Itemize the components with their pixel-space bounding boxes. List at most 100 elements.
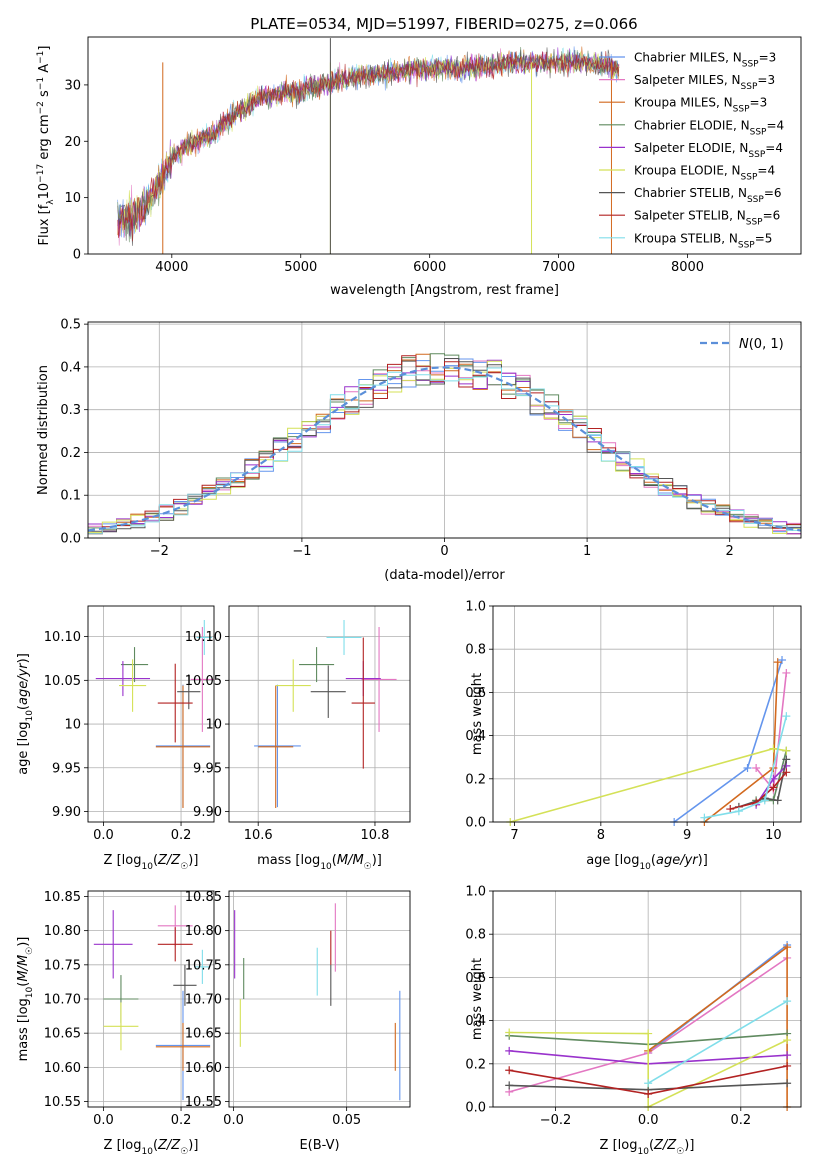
- label-part: SSP: [746, 218, 763, 228]
- y-tick-label: 10.60: [185, 1061, 222, 1076]
- y-tick-label: 10.55: [185, 1095, 222, 1110]
- label-part: (: [16, 705, 31, 710]
- y-tick-label: 10.70: [44, 993, 81, 1008]
- weight-line-series-5: [509, 1031, 788, 1109]
- label-part: SSP: [747, 195, 764, 205]
- weight-marker: [778, 656, 787, 664]
- label-part: ☉: [364, 862, 372, 872]
- axes-frame: [87, 321, 802, 539]
- x-axis-label: (data-model)/error: [384, 568, 505, 583]
- label-part: )]: [16, 937, 31, 947]
- label-part: 10: [141, 1147, 153, 1157]
- label-part: SSP: [750, 127, 767, 137]
- y-tick-label: 10.70: [185, 993, 222, 1008]
- label-part: =3: [759, 51, 777, 65]
- label-part: (: [16, 982, 31, 987]
- y-tick-label: 0.1: [60, 489, 81, 504]
- panel-spectrum: 4000 5000 6000 7000 8000 0 10 20 30 wavelength [A…: [36, 36, 802, 298]
- x-tick-label: 10.8: [360, 828, 389, 843]
- label-part: =3: [750, 96, 768, 110]
- label-part: Z [log: [104, 1138, 142, 1153]
- y-tick-label: 20: [64, 135, 81, 150]
- label-part: 10: [637, 1147, 649, 1157]
- y-tick-label: 10.65: [185, 1027, 222, 1042]
- label-part: mass [log: [257, 853, 320, 868]
- x-tick-label: −2: [150, 544, 169, 559]
- weight-marker: [783, 943, 792, 952]
- axes-frame: [87, 890, 215, 1108]
- x-tick-label: 0.2: [171, 1113, 192, 1128]
- x-tick-label: 0.05: [332, 1113, 361, 1128]
- label-part: 10: [25, 986, 35, 998]
- x-tick-label: −1: [292, 544, 311, 559]
- y-tick-label: 0.0: [465, 1101, 486, 1116]
- label-part: Salpeter ELODIE, N: [634, 141, 748, 155]
- y-tick-label: 0.3: [60, 403, 81, 418]
- x-tick-label: 0.2: [730, 1113, 751, 1128]
- label-part: 10: [141, 862, 153, 872]
- legend-label: Chabrier ELODIE, NSSP=4: [634, 118, 784, 137]
- y-tick-label: 10.80: [185, 924, 222, 939]
- legend-label: N(0, 1): [739, 337, 784, 352]
- weight-marker: [782, 712, 791, 721]
- x-tick-label: 0.0: [93, 828, 114, 843]
- label-part: )]: [188, 1138, 198, 1153]
- y-tick-label: 9.95: [52, 761, 81, 776]
- weight-marker: [782, 668, 791, 677]
- y-tick-label: 10.75: [44, 958, 81, 973]
- weight-marker: [505, 1081, 514, 1090]
- label-part: ☉: [676, 1147, 684, 1157]
- weight-marker: [783, 1051, 792, 1060]
- axes-frame: [492, 890, 802, 1108]
- x-tick-label: 4000: [155, 260, 188, 275]
- axes-frame: [87, 36, 802, 255]
- label-part: Salpeter MILES, N: [634, 73, 741, 87]
- y-axis-label: mass weight: [470, 673, 485, 755]
- label-part: )]: [372, 853, 382, 868]
- label-part: Kroupa MILES, N: [634, 96, 733, 110]
- y-tick-label: 10.85: [185, 890, 222, 905]
- label-part: erg cm: [37, 114, 52, 163]
- y-tick-label: 0.5: [60, 318, 81, 333]
- normal-curve: [87, 366, 802, 532]
- axes-frame: [87, 605, 215, 823]
- legend-label: Kroupa STELIB, NSSP=5: [634, 231, 772, 250]
- label-part: )]: [188, 853, 198, 868]
- label-part: (0, 1): [749, 337, 784, 352]
- label-part: =5: [755, 231, 773, 245]
- label-part: N: [739, 337, 749, 352]
- label-part: A: [37, 64, 52, 77]
- label-part: =4: [766, 118, 784, 132]
- label-part: ☉: [180, 862, 188, 872]
- weight-line-series-7: [730, 771, 787, 810]
- weight-marker: [783, 1079, 792, 1088]
- x-tick-label: 8000: [671, 260, 704, 275]
- y-tick-label: 30: [64, 78, 81, 93]
- y-tick-label: 0.4: [465, 729, 486, 744]
- label-part: 10: [37, 183, 52, 200]
- weight-marker: [782, 746, 791, 755]
- x-tick-label: 1: [583, 544, 591, 559]
- axes-frame: [228, 605, 411, 823]
- y-tick-label: 0: [73, 248, 81, 263]
- label-part: mass [log: [16, 998, 31, 1061]
- label-part: (: [649, 1138, 654, 1153]
- weight-line-series-5: [510, 747, 787, 823]
- label-part: age/yr: [656, 853, 699, 868]
- axes-frame: [492, 605, 802, 823]
- x-tick-label: 6000: [413, 260, 446, 275]
- label-part: ]: [37, 46, 52, 51]
- y-tick-label: 9.90: [52, 805, 81, 820]
- label-part: −1: [36, 77, 46, 90]
- x-tick-label: 7000: [542, 260, 575, 275]
- y-axis-label: mass [log10(M/M☉)]: [16, 937, 35, 1062]
- histogram-series-7: [88, 355, 801, 535]
- y-tick-label: 10: [64, 191, 81, 206]
- panel-mass-weight-vs-Z: −0.2 0.0 0.2 0.0 0.2 0.4 0.6 0.8 1.0 mass weight Z…: [465, 885, 802, 1157]
- label-part: SSP: [741, 173, 758, 183]
- label-part: )]: [16, 653, 31, 663]
- x-axis-label: mass [log10(M/M☉)]: [257, 853, 382, 872]
- x-axis-label: Z [log10(Z/Z☉)]: [104, 853, 199, 872]
- weight-marker: [769, 744, 778, 753]
- label-part: =6: [763, 209, 781, 223]
